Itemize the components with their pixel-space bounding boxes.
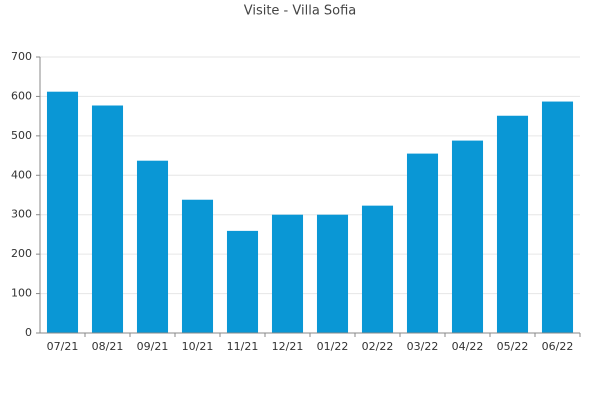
bar <box>226 230 259 333</box>
x-tick-label: 04/22 <box>452 340 484 353</box>
bar <box>91 105 124 333</box>
y-tick-label: 400 <box>11 168 32 181</box>
bar <box>271 214 304 333</box>
chart-title: Visite - Villa Sofia <box>244 4 357 19</box>
x-tick-label: 11/21 <box>227 340 259 353</box>
y-tick-label: 500 <box>11 129 32 142</box>
x-tick-label: 09/21 <box>137 340 169 353</box>
x-tick-label: 07/21 <box>47 340 79 353</box>
bar <box>181 199 214 333</box>
bar <box>406 153 439 333</box>
bar <box>541 101 574 333</box>
y-tick-label: 300 <box>11 208 32 221</box>
y-tick-label: 100 <box>11 287 32 300</box>
bar <box>361 205 394 333</box>
x-tick-label: 10/21 <box>182 340 214 353</box>
x-tick-label: 03/22 <box>407 340 439 353</box>
x-tick-label: 06/22 <box>542 340 574 353</box>
bar <box>316 214 349 333</box>
x-tick-label: 01/22 <box>317 340 349 353</box>
y-tick-label: 200 <box>11 247 32 260</box>
x-tick-label: 05/22 <box>497 340 529 353</box>
x-tick-label: 02/22 <box>362 340 394 353</box>
y-tick-label: 600 <box>11 89 32 102</box>
bar <box>46 91 79 333</box>
bar <box>496 115 529 334</box>
bar <box>451 140 484 333</box>
bar <box>136 160 169 333</box>
y-tick-label: 700 <box>11 50 32 63</box>
x-tick-label: 08/21 <box>92 340 124 353</box>
y-tick-label: 0 <box>25 326 32 339</box>
x-tick-label: 12/21 <box>272 340 304 353</box>
